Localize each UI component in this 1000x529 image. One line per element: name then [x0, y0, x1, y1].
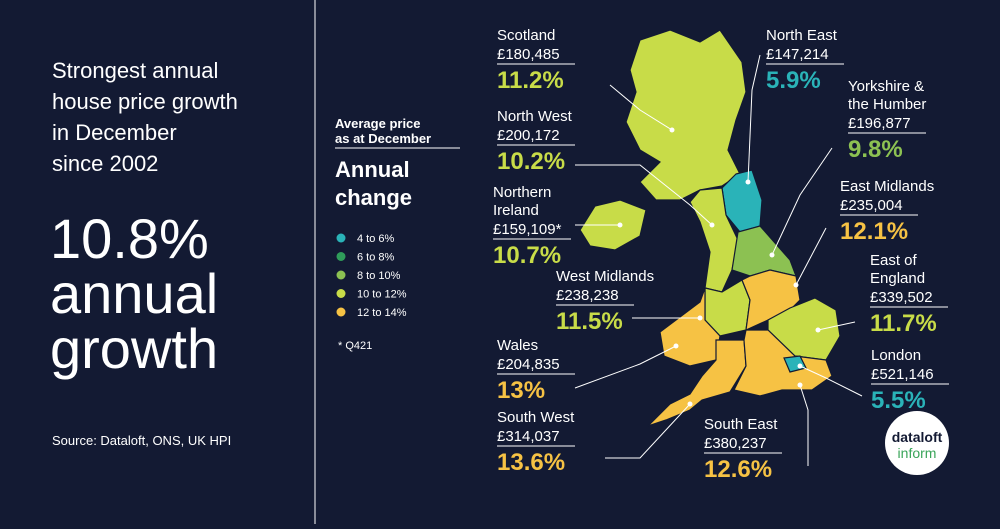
region-change: 12.6%: [704, 456, 772, 483]
region-name: South West: [497, 409, 575, 426]
region-name: North East: [766, 27, 838, 44]
region-name: England: [870, 270, 925, 287]
region-price: £339,502: [870, 289, 933, 306]
region-price: £235,004: [840, 197, 903, 214]
legend-swatch: [336, 270, 346, 280]
leader-dots: [617, 127, 821, 407]
region-east-midlands: [741, 269, 801, 331]
region-name: London: [871, 347, 921, 364]
leader-lines: [574, 54, 863, 466]
legend-note: * Q421: [338, 340, 372, 352]
region-name: Ireland: [493, 202, 539, 219]
source: Source: Dataloft, ONS, UK HPI: [52, 433, 231, 448]
big-stat: growth: [50, 317, 218, 380]
logo-text: inform: [898, 445, 937, 461]
legend-label: 4 to 6%: [357, 233, 395, 245]
region-change: 5.5%: [871, 387, 926, 414]
region-name: West Midlands: [556, 268, 654, 285]
region-change: 5.9%: [766, 67, 821, 94]
region-price: £204,835: [497, 356, 560, 373]
region-change: 13.6%: [497, 449, 565, 476]
region-price: £200,172: [497, 127, 560, 144]
logo-text: dataloft: [892, 429, 943, 445]
region-change: 11.2%: [497, 67, 564, 94]
region-change: 12.1%: [840, 218, 908, 245]
region-price: £314,037: [497, 428, 560, 445]
legend-label: 10 to 12%: [357, 289, 407, 301]
region-price: £521,146: [871, 366, 934, 383]
region-scotland: [625, 29, 747, 201]
legend-swatch: [336, 289, 346, 298]
region-price: £147,214: [766, 46, 829, 63]
big-stat: 10.8%: [50, 207, 209, 270]
region-change: 10.2%: [497, 148, 565, 175]
region-change: 13%: [497, 377, 545, 404]
big-stat: annual: [50, 262, 218, 325]
headline: in December: [52, 120, 177, 145]
legend-label: 12 to 14%: [357, 307, 407, 319]
region-price: £180,485: [497, 46, 560, 63]
legend-title: change: [335, 185, 412, 210]
region-price: £380,237: [704, 435, 767, 452]
region-change: 11.7%: [870, 310, 937, 337]
region-south-east: [733, 329, 833, 397]
region-name: Northern: [493, 184, 551, 201]
legend-title: Annual: [335, 157, 410, 182]
region-change: 9.8%: [848, 136, 903, 163]
headline: since 2002: [52, 151, 158, 176]
region-price: £159,109*: [493, 221, 562, 238]
region-change: 11.5%: [556, 308, 623, 335]
region-name: East Midlands: [840, 178, 934, 195]
region-name: Scotland: [497, 27, 555, 44]
legend-subtitle: as at December: [335, 131, 431, 146]
region-change: 10.7%: [493, 242, 561, 269]
legend-swatch: [336, 233, 346, 243]
headline: house price growth: [52, 89, 238, 114]
logo-badge: [885, 411, 949, 475]
region-name: Yorkshire &: [848, 78, 924, 95]
region-name: the Humber: [848, 96, 926, 113]
legend-swatch: [336, 307, 346, 317]
region-name: North West: [497, 108, 573, 125]
region-name: South East: [704, 416, 778, 433]
legend-swatch: [336, 252, 346, 261]
region-price: £238,238: [556, 287, 619, 304]
legend-label: 6 to 8%: [357, 252, 395, 264]
region-name: Wales: [497, 337, 538, 354]
region-name: East of: [870, 252, 918, 269]
headline: Strongest annual: [52, 58, 218, 83]
legend-label: 8 to 10%: [357, 270, 401, 282]
region-price: £196,877: [848, 115, 911, 132]
legend-subtitle: Average price: [335, 116, 421, 131]
